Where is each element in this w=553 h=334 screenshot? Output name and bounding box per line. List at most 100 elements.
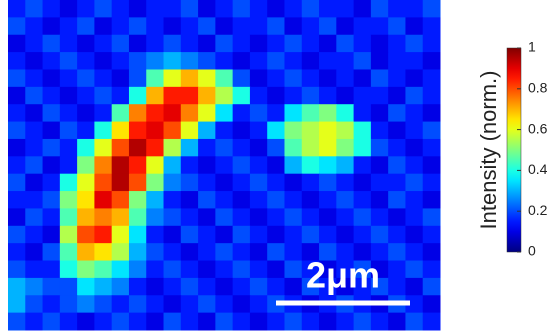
cell (405, 69, 424, 88)
cell (59, 208, 78, 227)
cell (284, 34, 303, 53)
cell (111, 208, 130, 227)
cell (128, 225, 147, 244)
cell (353, 312, 372, 331)
cell (284, 52, 303, 70)
cell (215, 277, 234, 296)
cell (146, 225, 165, 244)
cell (198, 295, 216, 314)
cell (25, 121, 44, 140)
cell (111, 52, 130, 70)
cell (353, 52, 372, 70)
cell (232, 225, 251, 244)
cell (301, 69, 320, 88)
cell (232, 243, 251, 262)
cell (59, 138, 78, 157)
cell (111, 173, 130, 192)
cell (146, 191, 165, 209)
cell (8, 277, 26, 296)
cell (163, 0, 182, 18)
cell (77, 104, 95, 123)
cell (163, 104, 182, 123)
cell (284, 86, 303, 105)
cell (388, 191, 406, 209)
cell (267, 0, 285, 18)
cell (249, 69, 268, 88)
cell (180, 104, 199, 123)
cell (249, 243, 268, 262)
cell (353, 34, 372, 53)
cell (25, 34, 44, 53)
cell (42, 191, 61, 209)
cell (215, 243, 234, 262)
cell (353, 156, 372, 175)
cell (8, 104, 26, 123)
cell (267, 173, 285, 192)
cell (301, 121, 320, 140)
cell (146, 138, 165, 157)
cell (267, 312, 285, 331)
cell (249, 277, 268, 296)
cell (180, 173, 199, 192)
cell (180, 295, 199, 314)
cell (25, 138, 44, 157)
colorbar-tick-label: 0 (528, 243, 536, 259)
cell (25, 277, 44, 296)
cell (249, 104, 268, 123)
cell (353, 208, 372, 227)
cell (198, 225, 216, 244)
cell (59, 312, 78, 331)
cell (319, 156, 337, 175)
cell (215, 138, 234, 157)
cell (111, 0, 130, 18)
cell (319, 121, 337, 140)
cell (405, 312, 424, 331)
cell (249, 295, 268, 314)
cell (388, 173, 406, 192)
cell (319, 104, 337, 123)
cell (301, 208, 320, 227)
cell (422, 52, 441, 70)
cell (25, 208, 44, 227)
cell (370, 34, 389, 53)
cell (370, 260, 389, 279)
cell (249, 156, 268, 175)
cell (94, 173, 113, 192)
cell (336, 277, 355, 296)
cell (336, 86, 355, 105)
cell (422, 138, 441, 157)
cell (215, 17, 234, 36)
cell (163, 52, 182, 70)
cell (163, 138, 182, 157)
cell (422, 34, 441, 53)
cell (198, 0, 216, 18)
cell (59, 191, 78, 209)
cell (163, 121, 182, 140)
cell (198, 86, 216, 105)
cell (163, 69, 182, 88)
cell (8, 191, 26, 209)
cell (370, 312, 389, 331)
cell (180, 86, 199, 105)
cell (25, 69, 44, 88)
cell (163, 295, 182, 314)
cell (249, 0, 268, 18)
cell (42, 34, 61, 53)
cell (146, 277, 165, 296)
cell (370, 156, 389, 175)
cell (25, 156, 44, 175)
cell (405, 17, 424, 36)
cell (163, 34, 182, 53)
cell (111, 277, 130, 296)
cell (388, 86, 406, 105)
cell (77, 52, 95, 70)
cell (128, 0, 147, 18)
cell (301, 312, 320, 331)
cell (180, 191, 199, 209)
cell (422, 0, 441, 18)
cell (405, 138, 424, 157)
cell (353, 104, 372, 123)
cell (301, 243, 320, 262)
cell (198, 173, 216, 192)
heatmap (8, 0, 441, 331)
